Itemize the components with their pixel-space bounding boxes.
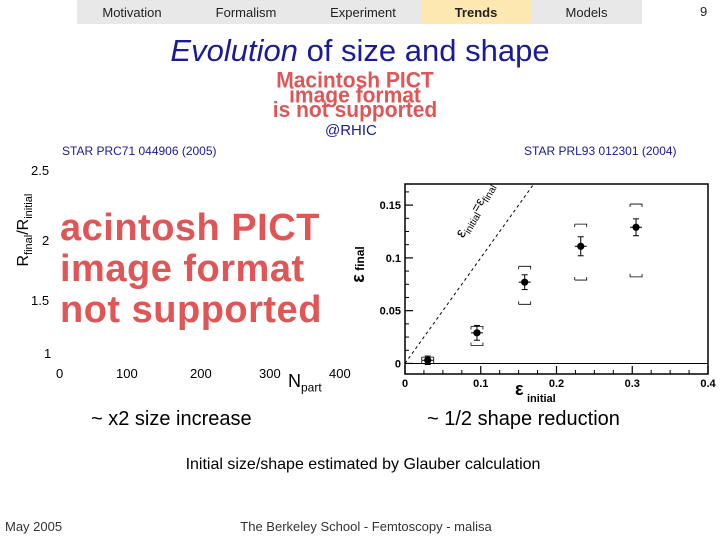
pict-line: image format [289, 83, 421, 108]
pict-line: is not supported [272, 98, 438, 123]
sys-bracket-top [421, 356, 435, 361]
left-chart-ylabel: Rfinal/Rinitial [15, 165, 35, 295]
x-tick-label: 0 [402, 378, 408, 390]
reference-left: STAR PRC71 044906 (2005) [62, 144, 217, 158]
sys-bracket-top [574, 223, 588, 228]
x-tick-label: 0.2 [549, 378, 564, 390]
glauber-note: Initial size/shape estimated by Glauber … [185, 456, 541, 473]
y-tick-label: 0 [395, 358, 401, 370]
pict-line: not supported [60, 289, 322, 331]
y-tick-label: 0.1 [386, 253, 401, 265]
data-point [473, 329, 481, 337]
data-point [577, 242, 585, 250]
caption-shape: ~ 1/2 shape reduction [427, 408, 620, 430]
x-tick-label: 0.1 [473, 378, 488, 390]
data-point [521, 278, 529, 286]
tab-trends[interactable]: Trends [421, 0, 531, 24]
tab-formalism[interactable]: Formalism [215, 4, 277, 20]
x-axis-label-sub: initial [527, 393, 556, 405]
rhic-label: @RHIC [325, 122, 377, 139]
pict-line: acintosh PICT [60, 208, 320, 249]
sys-bracket-bottom [470, 342, 484, 346]
ylabel-main: R [14, 254, 32, 267]
sys-bracket-top [470, 326, 484, 330]
x-axis-label: ε [515, 379, 524, 399]
nav-bar: Motivation Formalism Experiment Trends M… [77, 0, 642, 24]
ylabel-sub-final: final [23, 234, 36, 255]
xlabel-sub: part [301, 380, 322, 395]
tab-experiment[interactable]: Experiment [330, 4, 396, 20]
sys-bracket-top [629, 203, 643, 208]
data-point [424, 356, 432, 364]
left-xtick-label: 100 [116, 366, 138, 381]
footer-title: The Berkeley School - Femtoscopy - malis… [240, 519, 492, 534]
title-rest: of size and shape [297, 33, 550, 68]
y-tick-label: 0.15 [380, 200, 401, 212]
left-xtick-label: 200 [190, 366, 212, 381]
y-tick-label: 0.05 [380, 306, 401, 318]
tab-motivation[interactable]: Motivation [102, 4, 162, 20]
sys-bracket-top [518, 265, 532, 270]
left-xtick-label: 400 [329, 366, 351, 381]
left-chart-xlabel: Npart [288, 371, 322, 395]
y-axis-label: ε final [347, 246, 368, 283]
left-ytick-label: 1 [44, 346, 52, 361]
reference-right: STAR PRL93 012301 (2004) [524, 144, 677, 158]
ylabel-mid: /R [14, 218, 32, 235]
sys-bracket-bottom [518, 301, 532, 305]
diagonal-line [404, 183, 535, 364]
title-emphasis: Evolution [170, 33, 298, 68]
left-ytick-label: 2 [42, 233, 50, 248]
pict-line: image format [60, 248, 305, 290]
sys-bracket-bottom [421, 360, 435, 364]
x-tick-label: 0.4 [700, 378, 716, 390]
slide-title: Evolution of size and shape [0, 33, 720, 69]
plot-border [404, 183, 709, 375]
pict-placeholder-left-chart: acintosh PICT image format not supported [60, 208, 350, 330]
data-point [632, 223, 640, 231]
left-xtick-label: 0 [56, 366, 64, 381]
plot-frame [404, 183, 709, 375]
footer-date: May 2005 [5, 519, 63, 534]
tab-models[interactable]: Models [565, 4, 608, 20]
caption-size: ~ x2 size increase [91, 408, 252, 430]
left-ytick-label: 2.5 [31, 163, 50, 178]
ylabel-sub-initial: initial [23, 193, 36, 219]
pict-line: Macintosh PICT [276, 68, 434, 93]
pict-placeholder-top: Macintosh PICT image format is not suppo… [205, 68, 505, 123]
eccentricity-chart: 0 0.1 0.2 0.3 0.4 0 0.05 0.1 0.15 ε initial [380, 183, 717, 405]
x-tick-label: 0.3 [625, 378, 640, 390]
sys-bracket-bottom [574, 277, 588, 281]
sys-bracket-bottom [629, 273, 643, 278]
xlabel-main: N [288, 371, 301, 391]
left-ytick-label: 1.5 [31, 293, 50, 308]
left-xtick-label: 300 [259, 366, 281, 381]
page-number: 9 [700, 4, 708, 19]
